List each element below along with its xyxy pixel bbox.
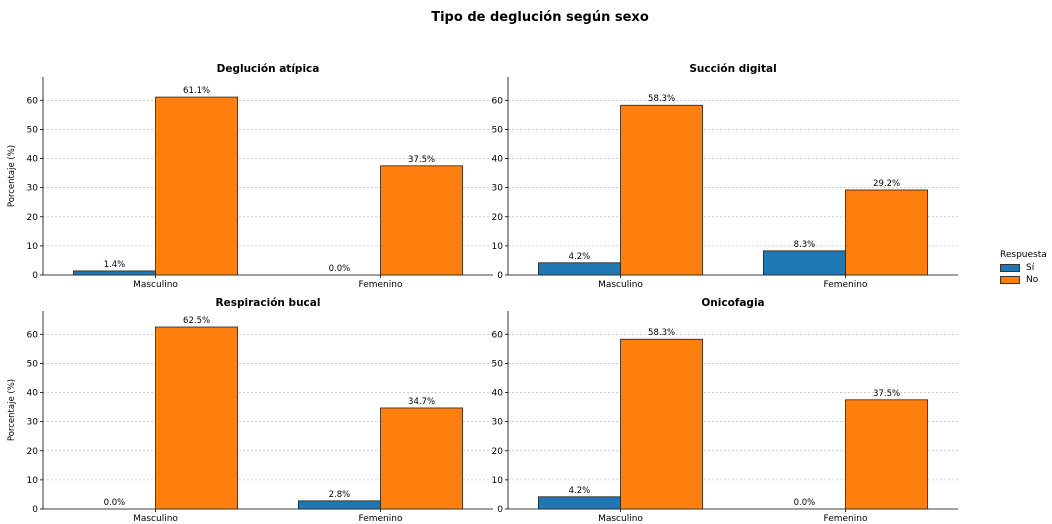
legend-swatch-si	[1000, 264, 1020, 272]
data-label-no-femenino: 34.7%	[408, 397, 435, 407]
legend-label-no: No	[1026, 275, 1039, 285]
subplot-title: Respiración bucal	[216, 297, 321, 309]
data-label-no-masculino: 58.3%	[648, 328, 675, 338]
y-tick-label: 40	[492, 155, 504, 165]
bar-no-masculino	[155, 96, 239, 276]
y-tick-label: 60	[27, 330, 39, 340]
y-tick-label: 60	[492, 96, 504, 106]
subplot-deglucion-atipica: 0 10 20 30 40 50 60 Deglución atípica Porcentaje…	[7, 63, 493, 290]
data-label-si-femenino: 2.8%	[329, 490, 351, 500]
data-label-no-femenino: 37.5%	[873, 389, 900, 399]
bar-no-masculino	[620, 338, 704, 510]
data-label-si-masculino: 1.4%	[104, 260, 126, 270]
y-tick-label: 10	[27, 242, 39, 252]
legend-swatch-no	[1000, 276, 1020, 284]
bar-no-femenino	[845, 399, 929, 510]
y-tick-label: 40	[492, 389, 504, 399]
y-axis-label: Porcentaje (%)	[7, 145, 17, 207]
bar-no-masculino	[155, 326, 239, 510]
y-tick-label: 60	[27, 96, 39, 106]
data-label-si-femenino: 0.0%	[794, 498, 816, 508]
bar-si-masculino	[537, 262, 621, 276]
bar-si-femenino	[297, 500, 381, 510]
x-tick-label-masculino: Masculino	[133, 514, 178, 524]
figure-title: Tipo de deglución según sexo	[431, 10, 649, 25]
y-tick-label: 0	[497, 505, 503, 515]
bar-no-femenino	[845, 189, 929, 276]
x-tick-label-masculino: Masculino	[133, 280, 178, 290]
data-label-si-masculino: 4.2%	[569, 252, 591, 262]
y-tick-label: 20	[27, 213, 39, 223]
bar-si-masculino	[72, 270, 156, 276]
y-tick-label: 60	[492, 330, 504, 340]
bar-si-masculino	[537, 496, 621, 510]
data-label-no-masculino: 62.5%	[183, 316, 210, 326]
y-tick-label: 30	[27, 184, 39, 194]
y-tick-label: 20	[492, 213, 504, 223]
data-label-no-femenino: 37.5%	[408, 155, 435, 165]
subplot-title: Succión digital	[689, 63, 776, 75]
bar-no-femenino	[380, 165, 464, 276]
y-tick-label: 50	[492, 359, 504, 369]
x-tick-label-femenino: Femenino	[359, 280, 403, 290]
y-tick-label: 50	[27, 359, 39, 369]
legend: Respuesta Sí No	[1000, 250, 1047, 286]
legend-title: Respuesta	[1000, 250, 1047, 260]
subplot-title: Onicofagia	[701, 297, 764, 309]
y-tick-label: 50	[27, 125, 39, 135]
y-tick-label: 30	[27, 418, 39, 428]
y-tick-label: 10	[492, 242, 504, 252]
y-tick-label: 20	[27, 447, 39, 457]
data-label-si-femenino: 0.0%	[329, 264, 351, 274]
data-label-no-femenino: 29.2%	[873, 179, 900, 189]
y-tick-label: 0	[497, 271, 503, 281]
y-tick-label: 30	[492, 418, 504, 428]
y-tick-label: 0	[32, 271, 38, 281]
y-axis-label: Porcentaje (%)	[7, 379, 17, 441]
legend-label-si: Sí	[1026, 263, 1035, 273]
x-tick-label-masculino: Masculino	[598, 514, 643, 524]
y-tick-label: 0	[32, 505, 38, 515]
x-tick-label-femenino: Femenino	[824, 280, 868, 290]
bar-no-masculino	[620, 104, 704, 276]
legend-item-no: No	[1000, 274, 1047, 286]
x-tick-label-femenino: Femenino	[824, 514, 868, 524]
subplot-title: Deglución atípica	[217, 63, 320, 75]
y-tick-label: 10	[492, 476, 504, 486]
y-tick-label: 20	[492, 447, 504, 457]
y-tick-label: 10	[27, 476, 39, 486]
y-tick-label: 50	[492, 125, 504, 135]
subplot-onicofagia: 0 10 20 30 40 50 60 Onicofagia Masculino 4.2% 58.3…	[492, 297, 958, 524]
x-tick-label-femenino: Femenino	[359, 514, 403, 524]
y-tick-label: 40	[27, 389, 39, 399]
subplot-succion-digital: 0 10 20 30 40 50 60 Succión digital Masculino 4.2…	[492, 63, 958, 290]
y-tick-label: 30	[492, 184, 504, 194]
bar-si-femenino	[762, 250, 846, 276]
data-label-no-masculino: 58.3%	[648, 94, 675, 104]
data-label-si-femenino: 8.3%	[794, 240, 816, 250]
data-label-si-masculino: 0.0%	[104, 498, 126, 508]
x-tick-label-masculino: Masculino	[598, 280, 643, 290]
y-tick-label: 40	[27, 155, 39, 165]
legend-item-si: Sí	[1000, 262, 1047, 274]
data-label-si-masculino: 4.2%	[569, 486, 591, 496]
bar-no-femenino	[380, 407, 464, 510]
data-label-no-masculino: 61.1%	[183, 86, 210, 96]
subplot-respiracion-bucal: 0 10 20 30 40 50 60 Respiración bucal Porcentaje…	[7, 297, 493, 524]
